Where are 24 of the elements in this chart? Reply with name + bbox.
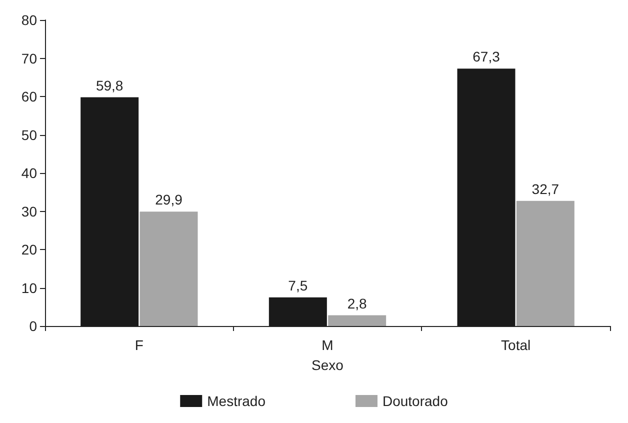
y-tick-label: 30 (21, 203, 38, 220)
x-tick-label: F (134, 337, 144, 353)
y-tick-label: 40 (21, 165, 38, 181)
data-label: 29,9 (155, 192, 183, 208)
bar (516, 200, 574, 326)
legend-label: Doutorado (382, 393, 448, 409)
data-label: 67,3 (472, 48, 500, 65)
legend-label: Mestrado (207, 393, 266, 409)
data-label: 59,8 (96, 77, 124, 94)
x-tick-label: Total (501, 337, 531, 353)
y-tick-label: 70 (21, 50, 38, 66)
bar (328, 315, 386, 326)
data-label: 7,5 (288, 277, 308, 294)
y-tick-label: 20 (21, 242, 38, 258)
x-axis-title: Sexo (312, 357, 344, 373)
y-tick-label: 60 (21, 88, 38, 104)
data-label: 2,8 (347, 295, 368, 312)
y-tick-label: 10 (21, 280, 38, 296)
y-tick-label: 0 (29, 318, 38, 334)
y-tick-label: 80 (21, 12, 38, 28)
data-label: 32,7 (532, 180, 560, 197)
bar (140, 212, 198, 326)
x-tick-label: M (322, 337, 334, 353)
y-tick-label: 50 (21, 126, 38, 143)
